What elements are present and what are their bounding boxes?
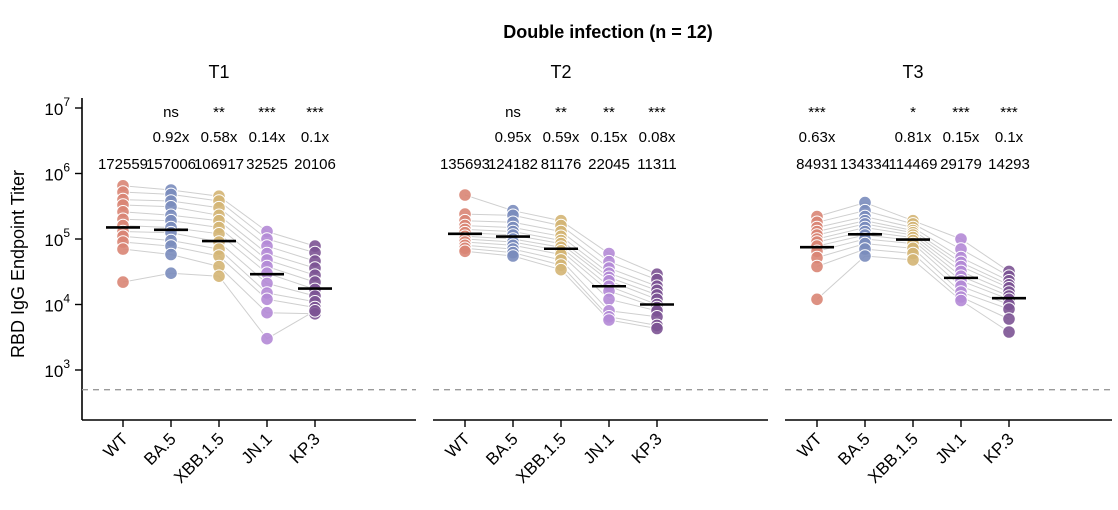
panel-label: T2 [550, 62, 571, 82]
x-tick-label: KP.3 [628, 429, 666, 467]
y-tick-label: 107 [44, 95, 70, 119]
data-point [260, 292, 274, 307]
fold-change-label: 0.59x [543, 129, 580, 146]
y-tick-label: 103 [44, 357, 70, 381]
x-tick-label: WT [794, 429, 826, 461]
gmt-value-label: 32525 [246, 156, 288, 173]
gmt-value-label: 134334 [840, 156, 890, 173]
data-point [906, 253, 920, 267]
data-point [212, 269, 226, 284]
data-point [858, 249, 872, 263]
x-tick-label: KP.3 [286, 429, 324, 467]
gmt-value-label: 157006 [146, 156, 196, 173]
gmt-value-label: 135693 [440, 156, 490, 173]
data-point [1002, 325, 1016, 339]
y-tick-label: 105 [44, 226, 70, 250]
fold-change-label: 0.92x [153, 129, 190, 146]
fold-change-label: 0.08x [639, 129, 676, 146]
fold-change-label: 0.14x [249, 129, 286, 146]
x-tick-label: WT [442, 429, 474, 461]
significance-label: *** [1000, 104, 1018, 121]
x-tick-label: KP.3 [980, 429, 1018, 467]
data-point [164, 247, 178, 262]
significance-label: ns [505, 104, 521, 121]
x-tick-label: XBB.1.5 [512, 429, 570, 487]
fold-change-label: 0.95x [495, 129, 532, 146]
data-point [308, 304, 322, 318]
data-point [650, 321, 664, 336]
fold-change-label: 0.58x [201, 129, 238, 146]
significance-label: ns [163, 104, 179, 121]
gmt-value-label: 14293 [988, 156, 1030, 173]
data-point [260, 331, 274, 346]
x-tick-label: WT [100, 429, 132, 461]
significance-label: ** [555, 104, 567, 121]
gmt-value-label: 20106 [294, 156, 336, 173]
data-point [602, 292, 616, 307]
x-tick-label: BA.5 [834, 429, 873, 468]
data-point [458, 244, 472, 259]
gmt-value-label: 81176 [541, 156, 582, 173]
significance-label: *** [952, 104, 970, 121]
data-point [116, 275, 130, 289]
y-tick-label: 104 [44, 292, 70, 316]
x-tick-label: XBB.1.5 [170, 429, 228, 487]
fold-change-label: 0.1x [995, 129, 1024, 146]
panel-t2: T2 135693 ns 0.95x 124182 ** 0.59x 81176 ** 0.15x… [433, 62, 768, 487]
panel-label: T1 [208, 62, 229, 82]
gmt-value-label: 22045 [588, 156, 630, 173]
x-tick-label: XBB.1.5 [864, 429, 922, 487]
fold-change-label: 0.63x [799, 129, 836, 146]
data-point [116, 242, 130, 256]
gmt-value-label: 29179 [940, 156, 982, 173]
significance-label: *** [648, 104, 666, 121]
panel-label: T3 [902, 62, 923, 82]
panel-t1: T1 172559 ns 0.92x 157006 ** 0.58x 106917 *** 0.1… [82, 62, 416, 487]
y-tick-label: 106 [44, 161, 70, 185]
data-point [602, 313, 616, 327]
significance-label: *** [258, 104, 276, 121]
data-point [554, 262, 568, 277]
x-tick-label: BA.5 [482, 429, 521, 468]
y-axis-label: RBD IgG Endpoint Titer [8, 170, 28, 358]
gmt-value-label: 172559 [98, 156, 148, 173]
significance-label: ** [213, 104, 225, 121]
gmt-value-label: 106917 [194, 156, 244, 173]
data-point [954, 293, 968, 308]
gmt-value-label: 124182 [488, 156, 538, 173]
data-point [810, 292, 824, 307]
significance-label: * [910, 104, 916, 121]
panel-t3: T3 *** 0.63x 84931 134334 * 0.81x 114469 *** 0.15… [785, 62, 1112, 487]
significance-label: *** [808, 104, 826, 121]
fold-change-label: 0.15x [943, 129, 980, 146]
fold-change-label: 0.1x [301, 129, 330, 146]
data-point [458, 188, 472, 202]
data-point [164, 266, 178, 281]
x-tick-label: JN.1 [238, 429, 276, 467]
x-tick-label: JN.1 [932, 429, 970, 467]
data-point [810, 259, 824, 274]
significance-label: *** [306, 104, 324, 121]
fold-change-label: 0.81x [895, 129, 932, 146]
plot-area: 103 104 105 106 107 T1 172559 ns 0.92x 157006 ** 0.… [44, 62, 1112, 487]
gmt-value-label: 114469 [889, 156, 938, 173]
data-point [506, 249, 520, 263]
fold-change-label: 0.15x [591, 129, 628, 146]
x-tick-label: BA.5 [140, 429, 179, 468]
x-tick-label: JN.1 [580, 429, 618, 467]
significance-label: ** [603, 104, 615, 121]
data-point [260, 305, 274, 320]
chart-title: Double infection (n = 12) [503, 22, 713, 42]
subject-line [122, 272, 316, 340]
gmt-value-label: 84931 [796, 156, 838, 173]
data-point [1002, 312, 1016, 326]
gmt-value-label: 11311 [637, 156, 677, 173]
